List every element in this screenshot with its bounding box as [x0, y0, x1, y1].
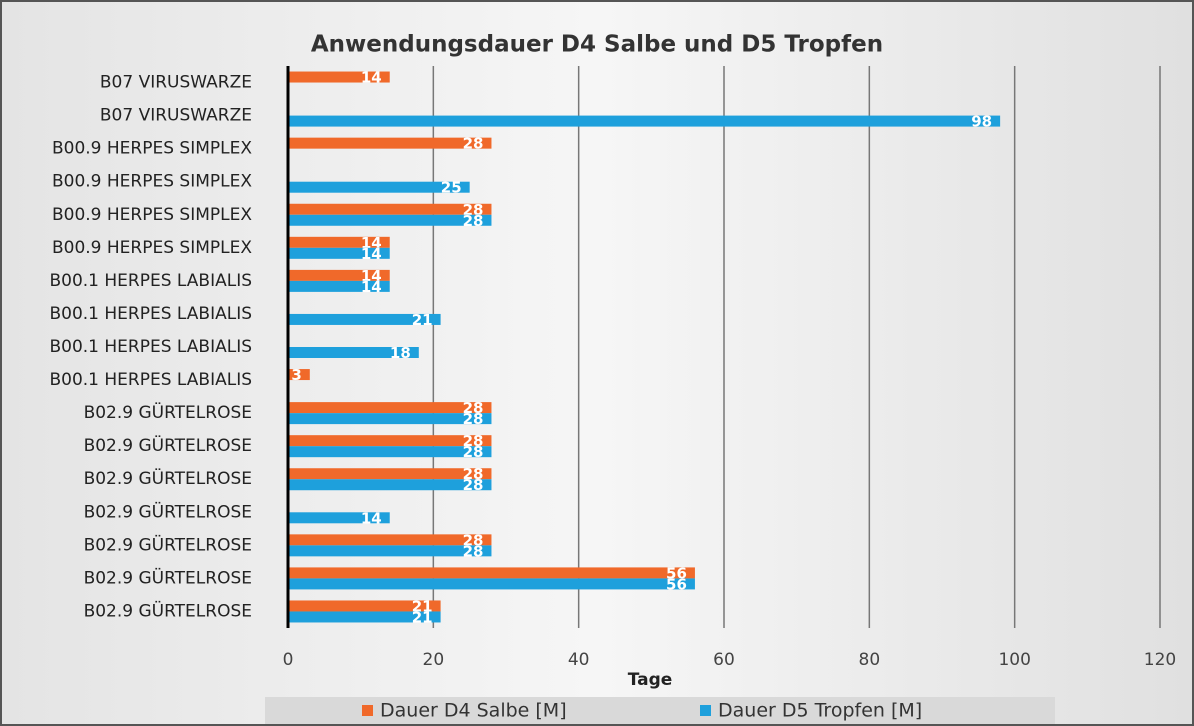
- y-tick-label: B00.9 HERPES SIMPLEX: [52, 205, 252, 225]
- y-tick-label: B00.1 HERPES LABIALIS: [49, 304, 252, 324]
- x-tick-label: 20: [423, 650, 445, 670]
- legend-label: Dauer D4 Salbe [M]: [380, 700, 567, 722]
- data-label: 21: [412, 597, 433, 615]
- y-tick-label: B02.9 GÜRTELROSE: [84, 401, 252, 423]
- legend-swatch: [700, 705, 711, 716]
- data-label: 28: [463, 542, 484, 560]
- bar: [288, 446, 492, 458]
- bar: [288, 313, 441, 325]
- bar: [288, 468, 492, 480]
- y-tick-label: B00.1 HERPES LABIALIS: [49, 271, 252, 291]
- data-label: 14: [361, 267, 382, 285]
- bar: [288, 247, 390, 259]
- bar: [288, 347, 419, 358]
- data-label: 28: [463, 443, 484, 461]
- bar: [288, 402, 492, 414]
- legend-box: [265, 697, 1055, 724]
- x-tick-label: 120: [1144, 650, 1176, 670]
- y-tick-label: B00.1 HERPES LABIALIS: [49, 370, 252, 390]
- data-label: 3: [291, 366, 301, 384]
- bar: [288, 236, 390, 248]
- bar: [288, 137, 492, 149]
- data-label: 21: [412, 608, 433, 626]
- data-label: 14: [361, 234, 382, 252]
- bar: [288, 71, 390, 83]
- y-tick-label: B02.9 GÜRTELROSE: [84, 467, 252, 489]
- data-label: 28: [463, 410, 484, 428]
- data-label: 28: [463, 399, 484, 417]
- x-tick-label: 40: [568, 650, 590, 670]
- x-tick-label: 0: [283, 650, 294, 670]
- data-label: 14: [361, 509, 382, 527]
- y-tick-label: B02.9 GÜRTELROSE: [84, 566, 252, 588]
- data-label: 28: [463, 201, 484, 219]
- y-tick-label: B00.9 HERPES SIMPLEX: [52, 238, 252, 258]
- x-axis-label: Tage: [628, 670, 673, 690]
- data-label: 28: [463, 465, 484, 483]
- bar: [288, 214, 492, 226]
- bar: [288, 479, 492, 491]
- data-label: 28: [463, 476, 484, 494]
- data-label: 56: [666, 564, 687, 582]
- data-label: 28: [463, 212, 484, 230]
- bar: [288, 578, 695, 590]
- y-tick-label: B00.9 HERPES SIMPLEX: [52, 172, 252, 192]
- data-label: 14: [361, 245, 382, 263]
- bar: [288, 269, 390, 281]
- bar: [288, 181, 470, 193]
- x-tick-label: 100: [998, 650, 1030, 670]
- bar: [288, 512, 390, 524]
- bar: [288, 203, 492, 215]
- data-label: 18: [390, 344, 411, 362]
- y-tick-label: B02.9 GÜRTELROSE: [84, 434, 252, 456]
- data-label: 28: [463, 432, 484, 450]
- legend-swatch: [362, 705, 373, 716]
- data-label: 14: [361, 278, 382, 296]
- bar: [288, 600, 441, 612]
- x-tick-label: 60: [713, 650, 735, 670]
- bar: [288, 435, 492, 447]
- chart-title: Anwendungsdauer D4 Salbe und D5 Tropfen: [311, 32, 883, 58]
- bar: [288, 115, 1001, 127]
- y-tick-label: B00.1 HERPES LABIALIS: [49, 337, 252, 357]
- y-tick-label: B02.9 GÜRTELROSE: [84, 599, 252, 621]
- bar: [288, 567, 695, 579]
- bar: [288, 413, 492, 425]
- y-tick-label: B02.9 GÜRTELROSE: [84, 533, 252, 555]
- y-tick-label: B07 VIRUSWARZE: [100, 73, 252, 93]
- bar: [288, 369, 310, 381]
- data-label: 25: [441, 179, 462, 197]
- data-label: 14: [361, 69, 382, 87]
- bar: [288, 611, 441, 623]
- data-label: 56: [666, 575, 687, 593]
- y-tick-label: B00.9 HERPES SIMPLEX: [52, 139, 252, 159]
- x-tick-label: 80: [859, 650, 881, 670]
- y-tick-label: B07 VIRUSWARZE: [100, 106, 252, 126]
- data-label: 28: [463, 531, 484, 549]
- data-label: 21: [412, 311, 433, 329]
- y-tick-label: B02.9 GÜRTELROSE: [84, 500, 252, 522]
- data-label: 98: [971, 113, 992, 131]
- data-label: 28: [463, 135, 484, 153]
- bar: [288, 545, 492, 557]
- bar: [288, 280, 390, 292]
- bar: [288, 534, 492, 546]
- legend-label: Dauer D5 Tropfen [M]: [718, 700, 922, 722]
